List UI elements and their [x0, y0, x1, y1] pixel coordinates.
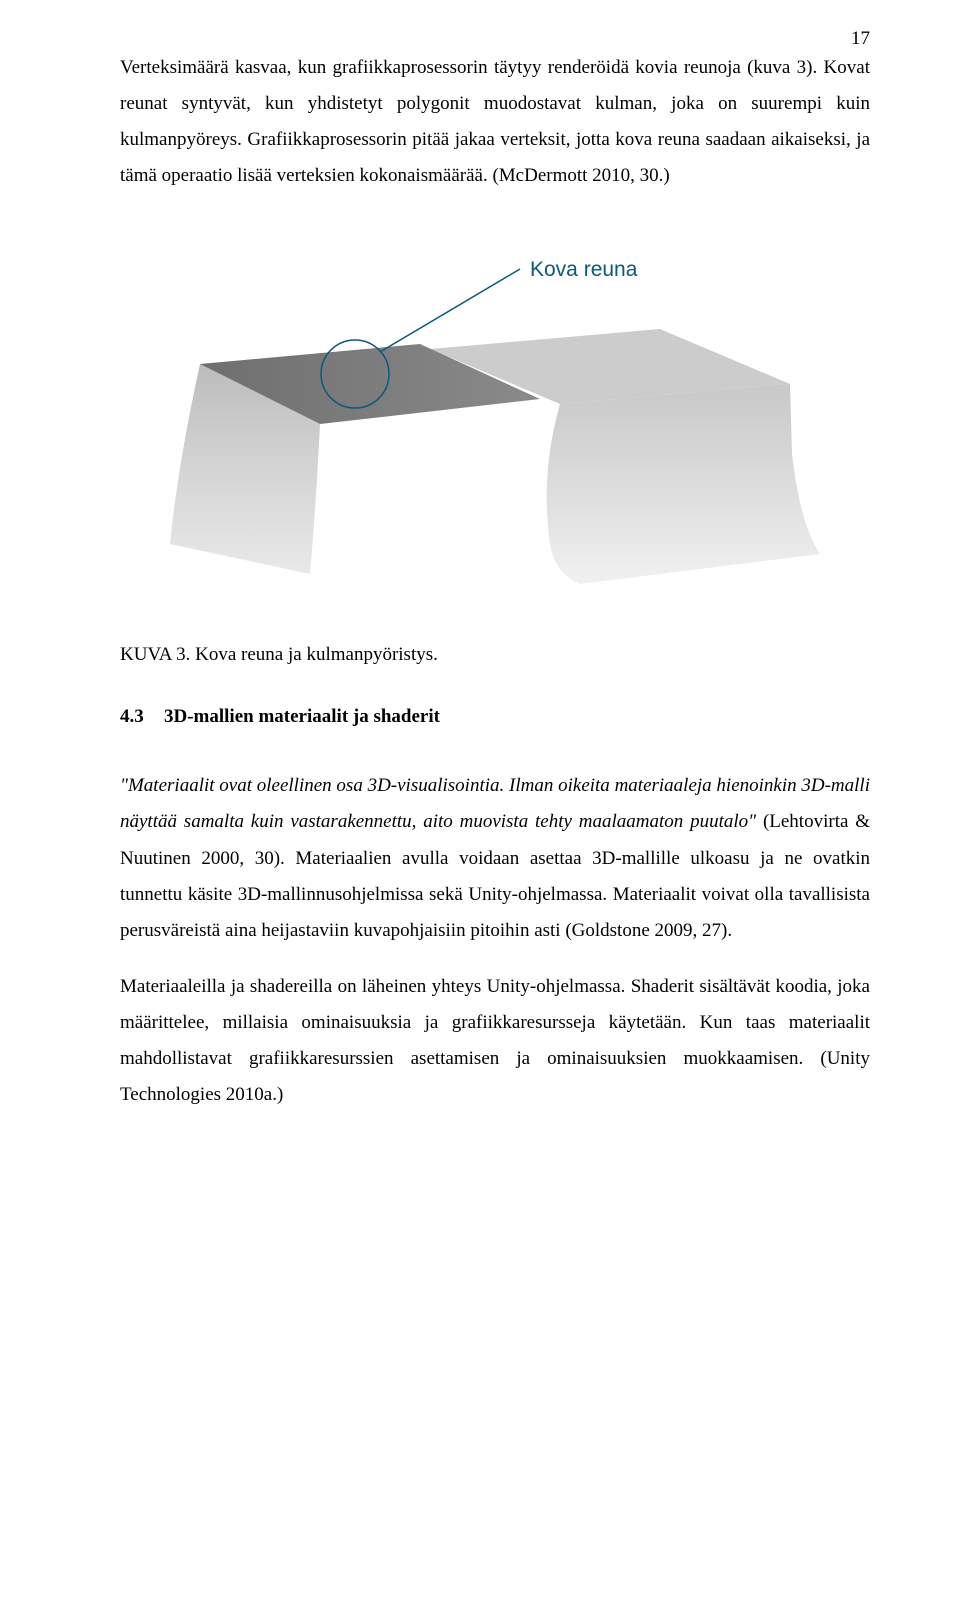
paragraph-2: "Materiaalit ovat oleellinen osa 3D-visu…	[120, 768, 870, 948]
figure-svg: Kova reuna	[120, 224, 870, 624]
figure-caption: KUVA 3. Kova reuna ja kulmanpyöristys.	[120, 644, 870, 666]
callout-label: Kova reuna	[530, 258, 638, 281]
page-number: 17	[851, 28, 870, 50]
callout-line	[380, 269, 520, 352]
section-heading: 4.33D-mallien materiaalit ja shaderit	[120, 706, 870, 728]
section-number: 4.3	[120, 706, 164, 728]
section-title: 3D-mallien materiaalit ja shaderit	[164, 706, 440, 727]
figure-hard-edge: Kova reuna	[120, 224, 870, 624]
right-front-face	[547, 384, 820, 584]
paragraph-1: Verteksimäärä kasvaa, kun grafiikkaprose…	[120, 50, 870, 194]
paragraph-3: Materiaaleilla ja shadereilla on läheine…	[120, 969, 870, 1113]
page: 17 Verteksimäärä kasvaa, kun grafiikkapr…	[0, 0, 960, 1623]
